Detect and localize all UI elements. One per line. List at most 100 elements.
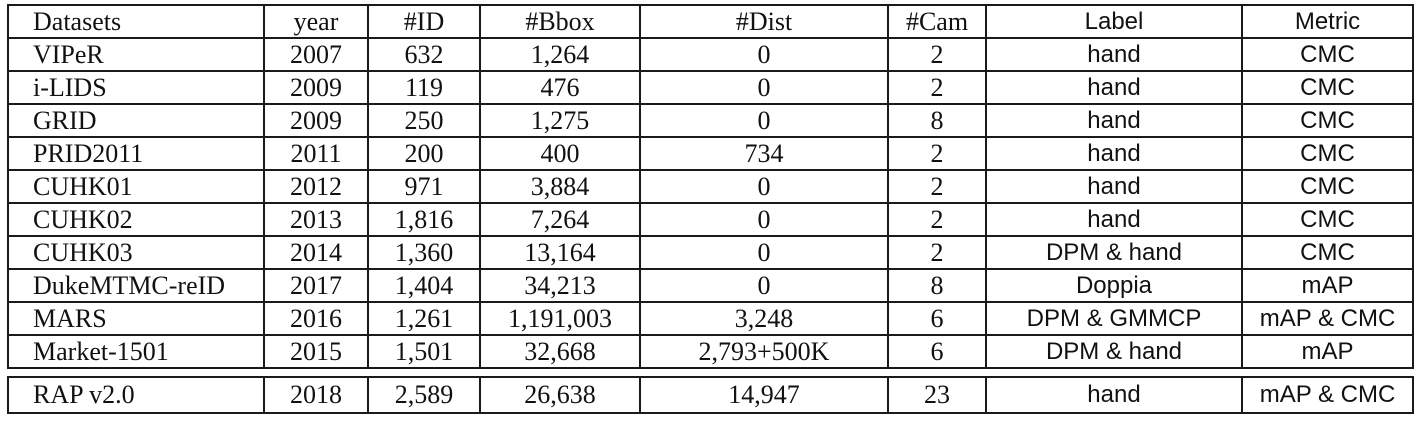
table-row: VIPeR 2007 632 1,264 0 2 hand CMC [7, 38, 1414, 72]
cell-year: 2011 [263, 137, 369, 171]
table-row: CUHK03 2014 1,360 13,164 0 2 DPM & hand CMC [7, 236, 1414, 270]
cell-bbox-count: 26,638 [479, 376, 641, 414]
cell-cam-count: 6 [887, 302, 987, 336]
cell-cam-count: 6 [887, 335, 987, 369]
header-dist-count: #Dist [639, 4, 889, 39]
cell-cam-count: 23 [887, 376, 987, 414]
cell-id-count: 1,360 [367, 236, 481, 270]
cell-cam-count: 8 [887, 104, 987, 138]
cell-bbox-count: 34,213 [479, 269, 641, 303]
header-year: year [263, 4, 369, 39]
cell-metric: CMC [1241, 170, 1414, 204]
cell-dataset: PRID2011 [7, 137, 265, 171]
cell-bbox-count: 1,191,003 [479, 302, 641, 336]
header-bbox-count: #Bbox [479, 4, 641, 39]
cell-metric: CMC [1241, 71, 1414, 105]
cell-year: 2009 [263, 71, 369, 105]
cell-bbox-count: 7,264 [479, 203, 641, 237]
table-row: DukeMTMC-reID 2017 1,404 34,213 0 8 Doppia mAP [7, 269, 1414, 303]
table-row: i-LIDS 2009 119 476 0 2 hand CMC [7, 71, 1414, 105]
cell-label: DPM & hand [985, 236, 1243, 270]
cell-dist-count: 0 [639, 71, 889, 105]
header-metric: Metric [1241, 4, 1414, 39]
cell-cam-count: 2 [887, 170, 987, 204]
dataset-comparison-table-wrapper: Datasets year #ID #Bbox #Dist #Cam Label… [7, 4, 1414, 414]
cell-label: hand [985, 71, 1243, 105]
cell-id-count: 250 [367, 104, 481, 138]
cell-year: 2017 [263, 269, 369, 303]
dataset-comparison-table: Datasets year #ID #Bbox #Dist #Cam Label… [7, 4, 1414, 369]
cell-id-count: 2,589 [367, 376, 481, 414]
cell-dataset: CUHK01 [7, 170, 265, 204]
cell-year: 2009 [263, 104, 369, 138]
cell-dist-count: 0 [639, 269, 889, 303]
cell-dataset: MARS [7, 302, 265, 336]
cell-metric: mAP & CMC [1241, 302, 1414, 336]
cell-id-count: 1,404 [367, 269, 481, 303]
cell-id-count: 1,816 [367, 203, 481, 237]
rap-table: RAP v2.0 2018 2,589 26,638 14,947 23 han… [7, 376, 1414, 414]
header-label: Label [985, 4, 1243, 39]
cell-year: 2014 [263, 236, 369, 270]
header-id-count: #ID [367, 4, 481, 39]
cell-bbox-count: 3,884 [479, 170, 641, 204]
cell-year: 2012 [263, 170, 369, 204]
header-datasets: Datasets [7, 4, 265, 39]
cell-label: hand [985, 104, 1243, 138]
table-body: VIPeR 2007 632 1,264 0 2 hand CMC i-LIDS 2009 119 4… [7, 38, 1414, 369]
cell-bbox-count: 13,164 [479, 236, 641, 270]
cell-cam-count: 8 [887, 269, 987, 303]
cell-label: hand [985, 137, 1243, 171]
cell-dataset: CUHK03 [7, 236, 265, 270]
cell-label: DPM & hand [985, 335, 1243, 369]
table-row: PRID2011 2011 200 400 734 2 hand CMC [7, 137, 1414, 171]
cell-metric: mAP [1241, 269, 1414, 303]
cell-id-count: 971 [367, 170, 481, 204]
cell-bbox-count: 400 [479, 137, 641, 171]
cell-dist-count: 2,793+500K [639, 335, 889, 369]
cell-id-count: 1,261 [367, 302, 481, 336]
cell-year: 2016 [263, 302, 369, 336]
cell-metric: mAP & CMC [1241, 376, 1414, 414]
cell-bbox-count: 32,668 [479, 335, 641, 369]
cell-id-count: 119 [367, 71, 481, 105]
cell-dist-count: 3,248 [639, 302, 889, 336]
cell-bbox-count: 1,275 [479, 104, 641, 138]
cell-dist-count: 0 [639, 170, 889, 204]
cell-dist-count: 734 [639, 137, 889, 171]
cell-cam-count: 2 [887, 203, 987, 237]
cell-year: 2007 [263, 38, 369, 72]
cell-dataset: Market-1501 [7, 335, 265, 369]
cell-dataset: RAP v2.0 [7, 376, 265, 414]
cell-metric: CMC [1241, 104, 1414, 138]
cell-metric: CMC [1241, 38, 1414, 72]
table-row: MARS 2016 1,261 1,191,003 3,248 6 DPM & GMMCP m… [7, 302, 1414, 336]
table-row-rap: RAP v2.0 2018 2,589 26,638 14,947 23 han… [7, 376, 1414, 414]
table-gap [7, 369, 1412, 376]
cell-metric: mAP [1241, 335, 1414, 369]
cell-metric: CMC [1241, 203, 1414, 237]
cell-dataset: CUHK02 [7, 203, 265, 237]
cell-cam-count: 2 [887, 236, 987, 270]
header-cam-count: #Cam [887, 4, 987, 39]
cell-metric: CMC [1241, 137, 1414, 171]
cell-label: hand [985, 170, 1243, 204]
cell-dist-count: 0 [639, 38, 889, 72]
cell-year: 2015 [263, 335, 369, 369]
cell-dataset: VIPeR [7, 38, 265, 72]
cell-cam-count: 2 [887, 137, 987, 171]
cell-bbox-count: 476 [479, 71, 641, 105]
header-row: Datasets year #ID #Bbox #Dist #Cam Label… [7, 4, 1414, 39]
cell-label: hand [985, 376, 1243, 414]
cell-cam-count: 2 [887, 38, 987, 72]
cell-dataset: i-LIDS [7, 71, 265, 105]
cell-dist-count: 0 [639, 203, 889, 237]
table-row: GRID 2009 250 1,275 0 8 hand CMC [7, 104, 1414, 138]
table-row: CUHK02 2013 1,816 7,264 0 2 hand CMC [7, 203, 1414, 237]
cell-year: 2018 [263, 376, 369, 414]
cell-label: DPM & GMMCP [985, 302, 1243, 336]
cell-metric: CMC [1241, 236, 1414, 270]
cell-cam-count: 2 [887, 71, 987, 105]
cell-label: hand [985, 203, 1243, 237]
cell-label: hand [985, 38, 1243, 72]
